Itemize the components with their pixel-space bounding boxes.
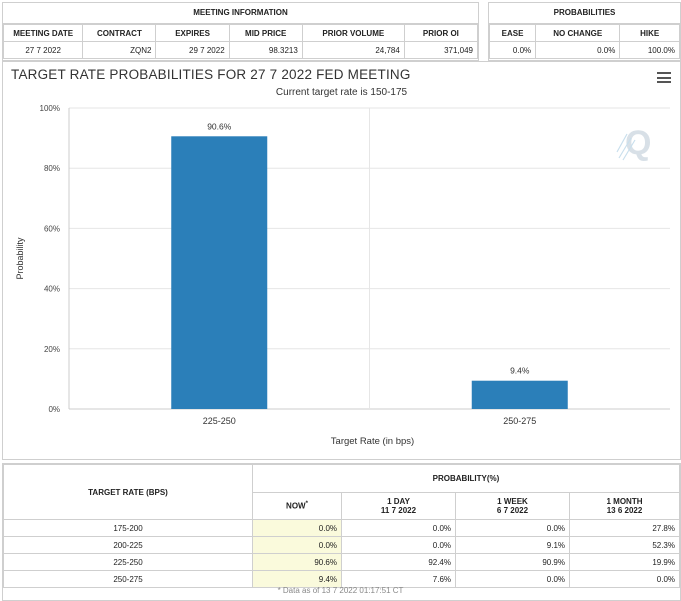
probabilities-table: EASE NO CHANGE HIKE 0.0% 0.0% 100.0% (488, 24, 680, 59)
y-tick-label: 100% (40, 104, 60, 113)
table-row: 250-275 9.4% 7.6% 0.0% 0.0% (3, 570, 680, 588)
hike-value: 100.0% (619, 41, 680, 59)
now-label: NOW (286, 501, 306, 511)
mid-price-value: 98.3213 (228, 41, 303, 59)
one-day-cell: 0.0% (341, 536, 456, 554)
target-rate-header: TARGET RATE (BPS) (3, 464, 253, 520)
ease-header: EASE (488, 24, 537, 42)
data-label: 9.4% (510, 366, 530, 376)
contract-value: ZQN2 (82, 41, 157, 59)
one-month-cell: 27.8% (569, 519, 680, 537)
one-day-cell: 0.0% (341, 519, 456, 537)
no-change-value: 0.0% (535, 41, 621, 59)
mid-price-header: MID PRICE (228, 24, 303, 42)
one-day-column-header: 1 DAY 11 7 2022 (341, 491, 456, 520)
y-tick-label: 40% (44, 285, 60, 294)
probability-history-table: TARGET RATE (BPS) PROBABILITY(%) NOW* 1 … (3, 464, 680, 588)
probabilities-panel: PROBABILITIES EASE NO CHANGE HIKE 0.0% 0… (488, 2, 681, 61)
now-column-header: NOW* (252, 491, 342, 520)
one-day-cell: 92.4% (341, 553, 456, 571)
now-cell: 0.0% (252, 519, 342, 537)
meeting-information-table: MEETING DATE CONTRACT EXPIRES MID PRICE … (2, 24, 479, 59)
now-cell: 9.4% (252, 570, 342, 588)
meeting-information-panel: MEETING INFORMATION MEETING DATE CONTRAC… (2, 2, 479, 61)
bar-chart: 0% 20% 40% 60% 80% 100% 90.6% 225-250 9.4% 250-27… (15, 104, 670, 447)
one-week-cell: 9.1% (455, 536, 570, 554)
one-week-column-header: 1 WEEK 6 7 2022 (455, 491, 570, 520)
target-rate-cell: 225-250 (3, 553, 253, 571)
one-week-label: 1 WEEK (497, 496, 528, 506)
probability-group-header: PROBABILITY(%) (252, 464, 680, 493)
y-tick-label: 20% (44, 345, 60, 354)
one-week-cell: 90.9% (455, 553, 570, 571)
table-row: 225-250 90.6% 92.4% 90.9% 19.9% (3, 553, 680, 571)
prior-volume-value: 24,784 (301, 41, 405, 59)
one-day-date: 11 7 2022 (380, 505, 417, 515)
data-timestamp-footnote: * Data as of 13 7 2022 01:17:51 CT (277, 586, 404, 595)
one-month-column-header: 1 MONTH 13 6 2022 (569, 491, 680, 520)
one-month-cell: 52.3% (569, 536, 680, 554)
expires-value: 29 7 2022 (155, 41, 230, 59)
bar-250-275 (471, 380, 568, 409)
no-change-header: NO CHANGE (535, 24, 621, 42)
target-rate-cell: 250-275 (3, 570, 253, 588)
chart-panel: TARGET RATE PROBABILITIES FOR 27 7 2022 … (2, 61, 681, 460)
target-rate-cell: 200-225 (3, 536, 253, 554)
y-tick-label: 80% (44, 164, 60, 173)
prior-oi-value: 371,049 (403, 41, 479, 59)
chart-bars (171, 136, 568, 409)
now-asterisk: * (305, 500, 308, 507)
one-day-label: 1 DAY (387, 496, 410, 506)
table-row: 175-200 0.0% 0.0% 0.0% 27.8% (3, 519, 680, 537)
y-axis-title: Probability (15, 237, 25, 280)
one-day-cell: 7.6% (341, 570, 456, 588)
one-month-label: 1 MONTH (606, 496, 643, 506)
y-tick-label: 0% (48, 405, 60, 414)
hamburger-menu-icon[interactable] (657, 72, 671, 84)
one-week-cell: 0.0% (455, 570, 570, 588)
chart-subtitle: Current target rate is 150-175 (275, 87, 408, 98)
probability-history-panel: TARGET RATE (BPS) PROBABILITY(%) NOW* 1 … (2, 463, 681, 601)
chart-labels: 0% 20% 40% 60% 80% 100% 90.6% 225-250 9.4% 250-27… (15, 104, 536, 447)
chart-title: TARGET RATE PROBABILITIES FOR 27 7 2022 … (11, 67, 411, 82)
one-week-date: 6 7 2022 (496, 505, 529, 515)
hike-header: HIKE (619, 24, 680, 42)
meeting-information-title: MEETING INFORMATION (3, 3, 478, 24)
meeting-date-header: MEETING DATE (2, 24, 84, 42)
now-cell: 0.0% (252, 536, 342, 554)
prior-volume-header: PRIOR VOLUME (301, 24, 405, 42)
x-axis-title: Target Rate (in bps) (331, 436, 414, 447)
prior-oi-header: PRIOR OI (403, 24, 479, 42)
data-label: 90.6% (207, 121, 232, 131)
target-rate-cell: 175-200 (3, 519, 253, 537)
contract-header: CONTRACT (82, 24, 157, 42)
probabilities-title: PROBABILITIES (489, 3, 680, 24)
x-tick-label: 250-275 (503, 416, 536, 426)
now-cell: 90.6% (252, 553, 342, 571)
one-month-cell: 19.9% (569, 553, 680, 571)
chart-grid (68, 107, 670, 410)
svg-text:Q: Q (625, 124, 651, 162)
expires-header: EXPIRES (155, 24, 230, 42)
one-week-cell: 0.0% (455, 519, 570, 537)
y-tick-label: 60% (44, 224, 60, 233)
one-month-cell: 0.0% (569, 570, 680, 588)
one-month-date: 13 6 2022 (606, 505, 643, 515)
q-logo-icon: Q (616, 124, 651, 162)
ease-value: 0.0% (488, 41, 537, 59)
table-row: 200-225 0.0% 0.0% 9.1% 52.3% (3, 536, 680, 554)
bar-225-250 (171, 136, 268, 409)
meeting-date-value: 27 7 2022 (2, 41, 84, 59)
x-tick-label: 225-250 (203, 416, 236, 426)
